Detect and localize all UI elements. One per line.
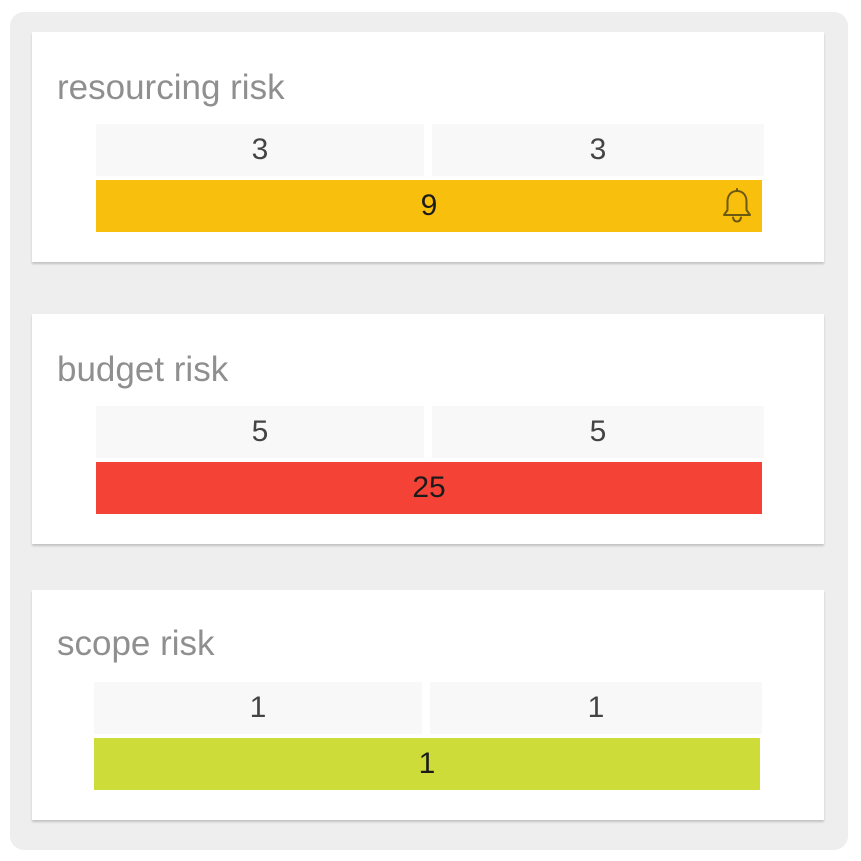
risk-factor-b: 1	[430, 682, 762, 734]
risk-card-scope[interactable]: scope risk 1 1 1	[32, 590, 824, 820]
risk-title: budget risk	[57, 350, 229, 389]
risk-factor-a: 1	[94, 682, 422, 734]
risk-card-budget[interactable]: budget risk 5 5 25	[32, 314, 824, 544]
risk-factor-a: 3	[96, 124, 424, 176]
risk-card-resourcing[interactable]: resourcing risk 3 3 9	[32, 32, 824, 262]
risk-factor-a: 5	[96, 406, 424, 458]
risk-score-bar: 25	[96, 462, 762, 514]
risk-factor-b: 3	[432, 124, 764, 176]
bell-icon[interactable]	[720, 188, 754, 224]
risk-score-bar: 1	[94, 738, 760, 790]
risk-panel: resourcing risk 3 3 9 budget risk 5 5 25…	[10, 12, 848, 850]
risk-score-bar: 9	[96, 180, 762, 232]
risk-score: 9	[420, 189, 438, 222]
risk-score: 25	[412, 471, 446, 504]
risk-factor-b: 5	[432, 406, 764, 458]
risk-score: 1	[418, 747, 436, 780]
risk-title: scope risk	[57, 624, 215, 663]
risk-title: resourcing risk	[57, 68, 285, 107]
